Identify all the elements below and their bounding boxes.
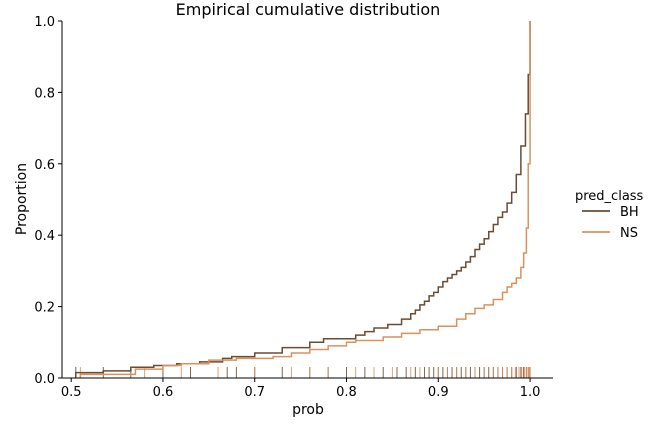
y-tick-label: 1.0 <box>34 15 55 30</box>
x-tick-label: 0.5 <box>61 385 82 400</box>
legend-title: pred_class <box>575 189 644 204</box>
x-tick-label: 0.7 <box>244 385 265 400</box>
y-tick-label: 0.0 <box>34 372 55 387</box>
x-tick-label: 1.0 <box>520 385 541 400</box>
plot-area <box>76 21 530 378</box>
x-tick-label: 0.9 <box>428 385 449 400</box>
x-tick-label: 0.6 <box>153 385 174 400</box>
y-tick-label: 0.6 <box>34 158 55 173</box>
ecdf-line-ns <box>80 21 530 378</box>
x-axis-label: prob <box>292 402 324 418</box>
legend-label-ns: NS <box>620 226 638 241</box>
y-axis-label: Proportion <box>14 163 30 235</box>
chart-title: Empirical cumulative distribution <box>176 0 441 19</box>
axes: 0.5 0.6 0.7 0.8 0.9 1.0 0.0 0.2 0.4 0.6 0.8 1.0 <box>34 15 553 400</box>
x-tick-label: 0.8 <box>336 385 357 400</box>
legend: pred_class BH NS <box>575 189 644 241</box>
ecdf-line-bh <box>76 21 530 378</box>
legend-label-bh: BH <box>620 205 639 220</box>
y-tick-label: 0.8 <box>34 86 55 101</box>
y-tick-label: 0.2 <box>34 301 55 316</box>
y-tick-label: 0.4 <box>34 229 55 244</box>
